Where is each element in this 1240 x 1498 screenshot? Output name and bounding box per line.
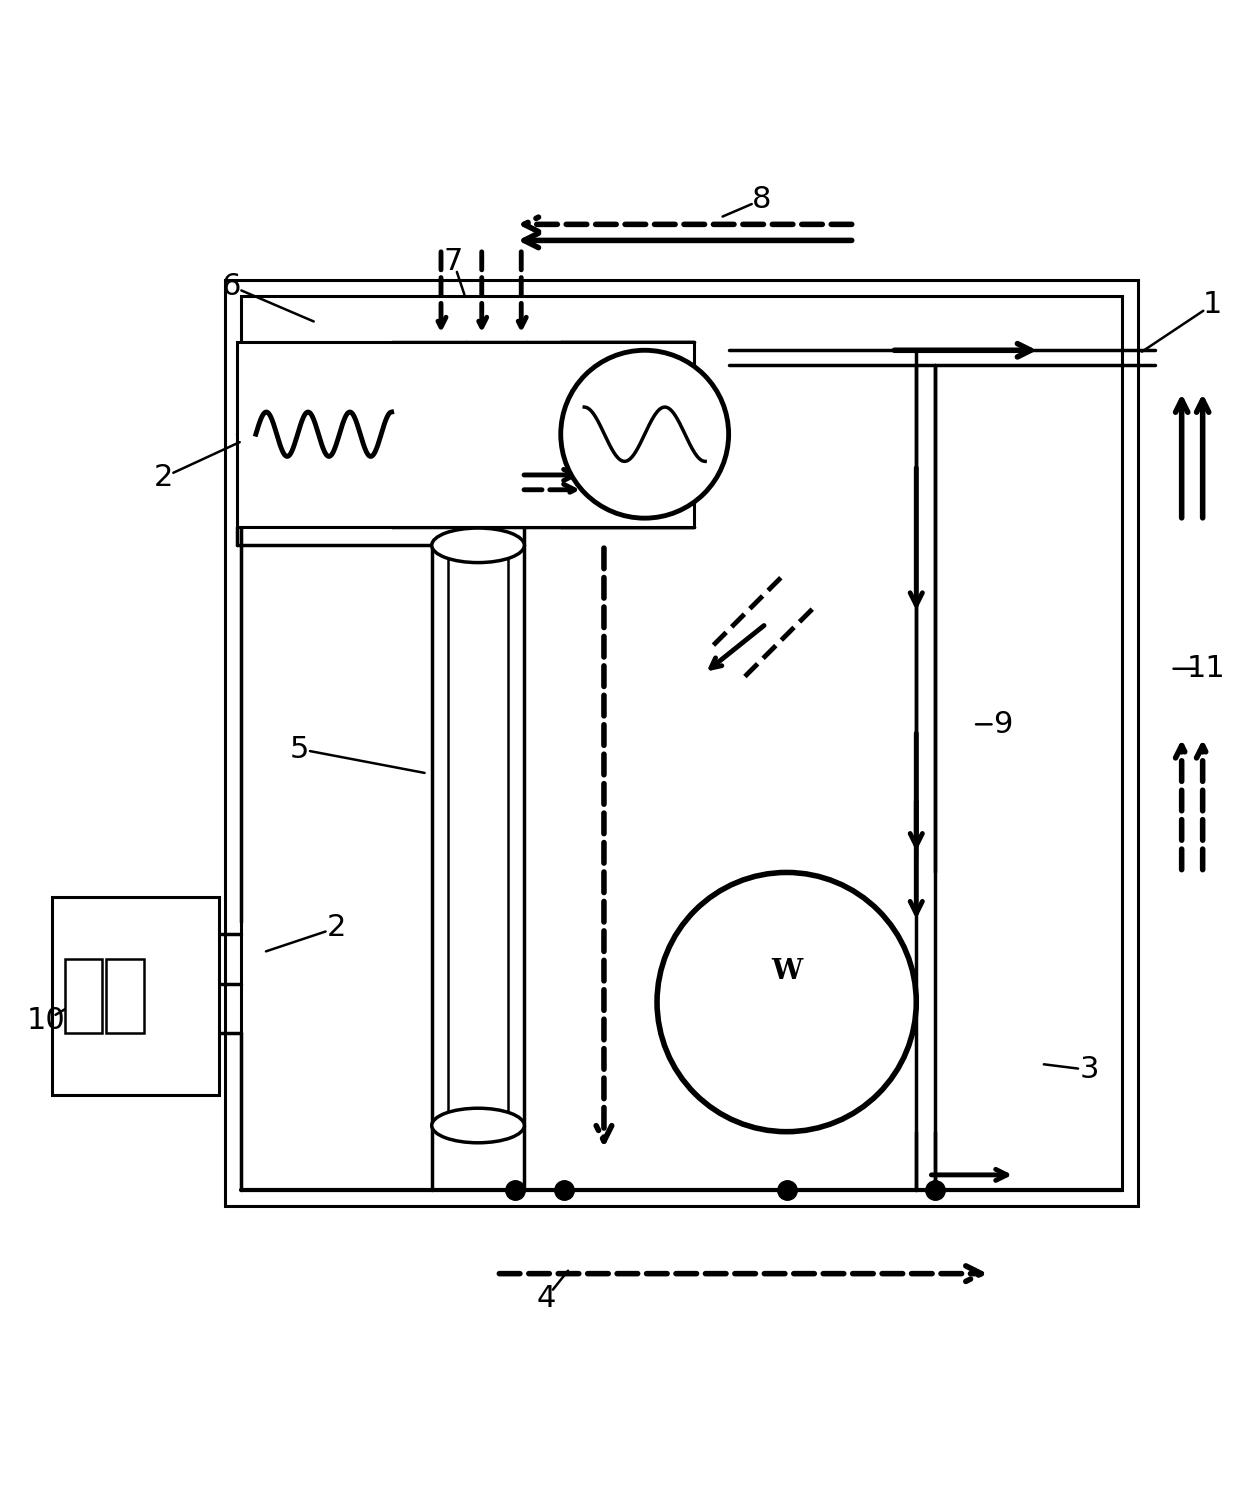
Ellipse shape <box>432 1109 525 1143</box>
Circle shape <box>560 351 729 518</box>
Bar <box>237 342 694 527</box>
Text: 2: 2 <box>154 463 172 491</box>
Ellipse shape <box>432 527 525 563</box>
Bar <box>64 959 102 1034</box>
Text: 8: 8 <box>753 186 771 214</box>
Text: W: W <box>771 957 802 984</box>
Text: 10: 10 <box>26 1007 66 1035</box>
Text: 9: 9 <box>993 710 1012 739</box>
Text: 5: 5 <box>289 734 309 764</box>
Bar <box>241 297 1122 1189</box>
Text: 7: 7 <box>444 247 463 276</box>
Circle shape <box>657 872 916 1131</box>
Bar <box>224 280 1138 1206</box>
Text: 1: 1 <box>1203 291 1223 319</box>
Text: 11: 11 <box>1187 655 1225 683</box>
Text: 3: 3 <box>1079 1056 1099 1085</box>
Text: 4: 4 <box>536 1284 556 1312</box>
Bar <box>107 959 144 1034</box>
Text: 6: 6 <box>222 271 241 301</box>
Bar <box>52 897 218 1095</box>
Text: 2: 2 <box>326 914 346 942</box>
